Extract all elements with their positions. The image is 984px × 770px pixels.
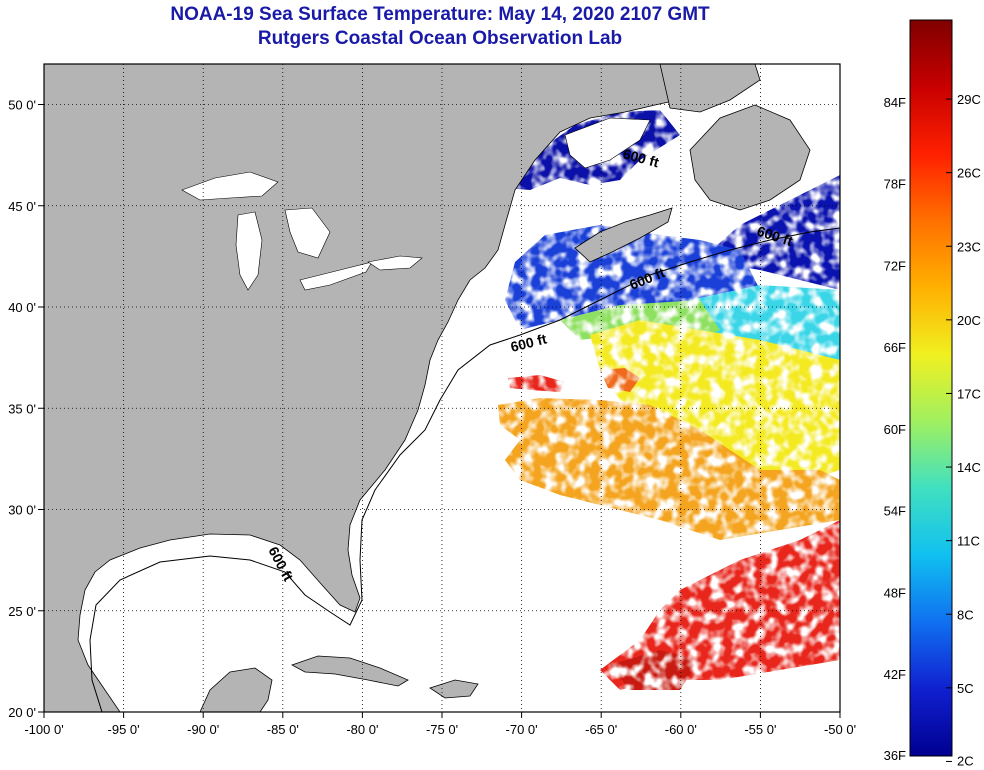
colorbar-f-label: 66F: [884, 340, 906, 355]
colorbar-c-label: 20C: [957, 313, 981, 328]
colorbar-f-label: 78F: [884, 177, 906, 192]
colorbar-f-label: 42F: [884, 667, 906, 682]
colorbar-c-label: 29C: [957, 92, 981, 107]
lake-superior: [181, 171, 279, 201]
lon-tick-label: -65 0': [585, 722, 617, 737]
lon-tick-label: -75 0': [426, 722, 458, 737]
longitude-labels: -100 0' -95 0' -90 0' -85 0' -80 0' -75 0' -70…: [24, 722, 856, 737]
map-frame: [43, 63, 841, 713]
lake-huron: [284, 207, 331, 259]
land-labrador: [659, 64, 761, 113]
land-yucatan: [199, 667, 273, 712]
lat-tick-label: 50 0': [8, 98, 36, 113]
colorbar-f-label: 84F: [884, 95, 906, 110]
colorbar-f-label: 54F: [884, 504, 906, 519]
lat-tick-label: 40 0': [8, 300, 36, 315]
lon-tick-label: -95 0': [108, 722, 140, 737]
latitude-labels: 20 0' 25 0' 30 0' 35 0' 40 0' 45 0' 50 0': [8, 98, 36, 721]
lon-tick-label: -50 0': [824, 722, 856, 737]
land-cuba: [291, 655, 409, 687]
colorbar-gradient: [909, 19, 953, 757]
lat-tick-label: 45 0': [8, 199, 36, 214]
colorbar-f-label: 48F: [884, 585, 906, 600]
lon-tick-label: -55 0': [744, 722, 776, 737]
colorbar-c-label: 17C: [957, 386, 981, 401]
colorbar-f-label: 72F: [884, 258, 906, 273]
lon-tick-label: -70 0': [506, 722, 538, 737]
colorbar-f-label: 36F: [884, 748, 906, 763]
colorbar-c-label: 2C: [957, 753, 974, 768]
colorbar-f-label: 60F: [884, 422, 906, 437]
lat-tick-label: 35 0': [8, 401, 36, 416]
lake-erie: [299, 261, 373, 291]
colorbar-c-label: 11C: [957, 534, 980, 549]
lat-tick-label: 25 0': [8, 604, 36, 619]
lake-ontario: [367, 255, 423, 271]
colorbar-c-label: 23C: [957, 239, 981, 254]
lat-tick-label: 30 0': [8, 503, 36, 518]
lon-tick-label: -60 0': [665, 722, 697, 737]
colorbar-c-label: 5C: [957, 681, 974, 696]
colorbar-c-label: 14C: [957, 460, 981, 475]
map-subtitle: Rutgers Coastal Ocean Observation Lab: [257, 28, 623, 49]
lon-tick-label: -90 0': [187, 722, 219, 737]
lon-tick-label: -80 0': [346, 722, 378, 737]
lon-tick-label: -100 0': [24, 722, 63, 737]
colorbar-celsius-labels: 29C 26C 23C 20C 17C 14C 11C 8C 5C 2C: [946, 92, 981, 768]
gulf-st-lawrence-water: [564, 117, 651, 169]
lake-michigan: [235, 211, 263, 291]
colorbar-fahrenheit-labels: 84F 78F 72F 66F 60F 54F 48F 42F 36F: [884, 95, 906, 763]
colorbar-c-label: 8C: [957, 607, 974, 622]
lon-tick-label: -85 0': [267, 722, 299, 737]
lat-tick-label: 20 0': [8, 705, 36, 720]
map-title: NOAA-19 Sea Surface Temperature: May 14,…: [170, 4, 710, 25]
land-north-america: [44, 64, 756, 712]
colorbar-c-label: 26C: [957, 166, 981, 181]
isobath-600ft-contour: [89, 227, 840, 712]
land-newfoundland: [689, 104, 811, 211]
